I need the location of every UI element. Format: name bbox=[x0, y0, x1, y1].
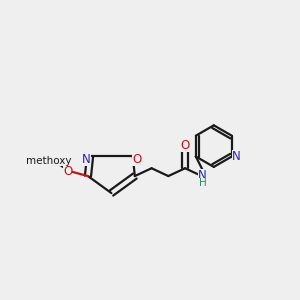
Text: N: N bbox=[198, 169, 207, 182]
Text: O: O bbox=[132, 154, 141, 166]
Text: N: N bbox=[82, 154, 91, 166]
Text: N: N bbox=[232, 150, 241, 163]
Text: H: H bbox=[199, 178, 206, 188]
Text: O: O bbox=[63, 165, 73, 178]
Text: O: O bbox=[181, 140, 190, 152]
Text: methoxy: methoxy bbox=[26, 156, 72, 166]
